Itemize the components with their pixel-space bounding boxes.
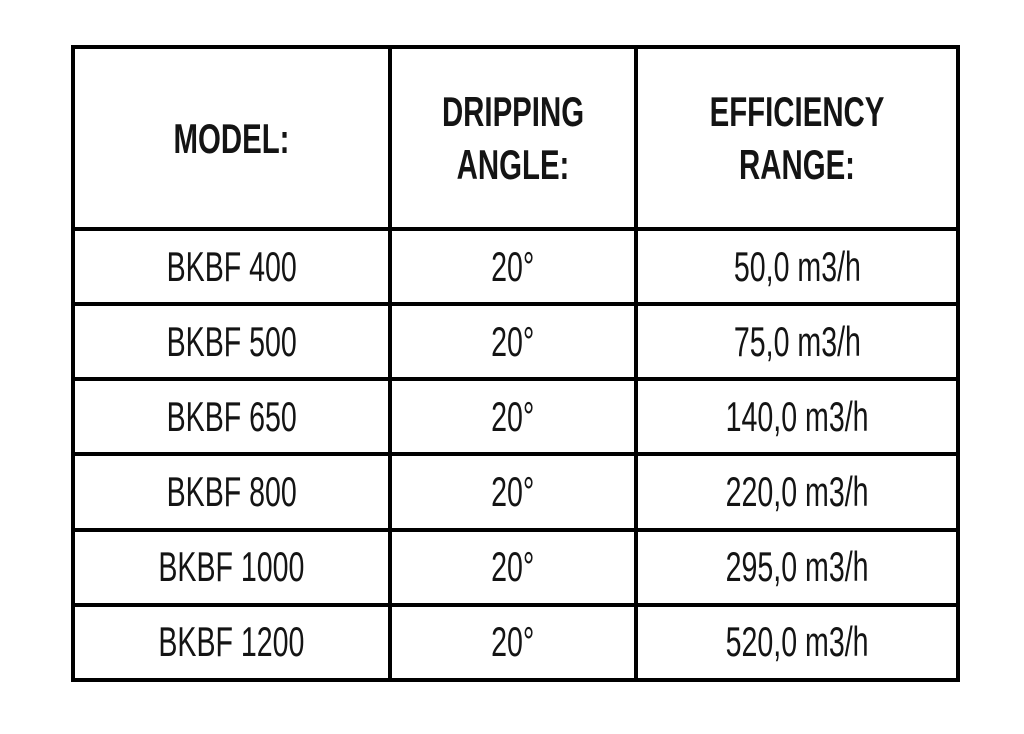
dripping-angle-value: 20° [491, 242, 535, 290]
header-model-label: MODEL: [173, 114, 290, 162]
dripping-angle-cell: 20° [388, 452, 638, 532]
dripping-angle-value: 20° [491, 543, 535, 591]
model-cell: BKBF 400 [71, 226, 392, 307]
table-row: BKBF 1000 20° 295,0 m3/h [71, 527, 960, 607]
dripping-angle-cell: 20° [388, 302, 638, 382]
model-cell: BKBF 500 [71, 302, 392, 382]
dripping-angle-value: 20° [491, 618, 535, 666]
model-cell: BKBF 800 [71, 452, 392, 532]
efficiency-range-value: 295,0 m3/h [725, 543, 869, 591]
dripping-angle-cell: 20° [388, 602, 638, 683]
efficiency-range-value: 220,0 m3/h [725, 468, 869, 516]
model-value: BKBF 400 [166, 242, 297, 290]
dripping-angle-value: 20° [491, 468, 535, 516]
efficiency-range-value: 75,0 m3/h [733, 317, 861, 365]
model-value: BKBF 1000 [158, 543, 305, 591]
header-cell-model: MODEL: [71, 45, 392, 231]
header-dripping-angle-line2: ANGLE: [456, 141, 570, 188]
header-cell-dripping-angle: DRIPPING ANGLE: [388, 45, 638, 231]
model-value: BKBF 650 [166, 392, 297, 440]
dripping-angle-cell: 20° [388, 377, 638, 457]
table-row: BKBF 500 20° 75,0 m3/h [71, 302, 960, 382]
efficiency-range-cell: 140,0 m3/h [634, 377, 960, 457]
table-row: BKBF 650 20° 140,0 m3/h [71, 377, 960, 457]
dripping-angle-value: 20° [491, 392, 535, 440]
table-row: BKBF 800 20° 220,0 m3/h [71, 452, 960, 532]
model-cell: BKBF 1000 [71, 527, 392, 607]
model-value: BKBF 800 [166, 468, 297, 516]
header-cell-efficiency-range: EFFICIENCY RANGE: [634, 45, 960, 231]
model-value: BKBF 1200 [158, 618, 305, 666]
efficiency-range-cell: 295,0 m3/h [634, 527, 960, 607]
spec-table: MODEL: DRIPPING ANGLE: EFFICIENCY RANGE:… [71, 45, 960, 683]
header-row: MODEL: DRIPPING ANGLE: EFFICIENCY RANGE: [71, 45, 960, 231]
header-efficiency-range-line2: RANGE: [739, 141, 855, 188]
table-body: BKBF 400 20° 50,0 m3/h BKBF 500 20° 75,0… [71, 226, 960, 683]
model-cell: BKBF 650 [71, 377, 392, 457]
header-efficiency-range-line1: EFFICIENCY [709, 88, 885, 135]
efficiency-range-value: 520,0 m3/h [725, 618, 869, 666]
dripping-angle-cell: 20° [388, 226, 638, 307]
table-row: BKBF 400 20° 50,0 m3/h [71, 226, 960, 307]
efficiency-range-value: 50,0 m3/h [733, 242, 861, 290]
efficiency-range-cell: 75,0 m3/h [634, 302, 960, 382]
dripping-angle-value: 20° [491, 317, 535, 365]
efficiency-range-cell: 50,0 m3/h [634, 226, 960, 307]
header-dripping-angle-line1: DRIPPING [441, 88, 585, 135]
table-row: BKBF 1200 20° 520,0 m3/h [71, 602, 960, 683]
table-header: MODEL: DRIPPING ANGLE: EFFICIENCY RANGE: [71, 45, 960, 231]
model-value: BKBF 500 [166, 317, 297, 365]
dripping-angle-cell: 20° [388, 527, 638, 607]
model-cell: BKBF 1200 [71, 602, 392, 683]
efficiency-range-cell: 220,0 m3/h [634, 452, 960, 532]
efficiency-range-value: 140,0 m3/h [725, 392, 869, 440]
efficiency-range-cell: 520,0 m3/h [634, 602, 960, 683]
